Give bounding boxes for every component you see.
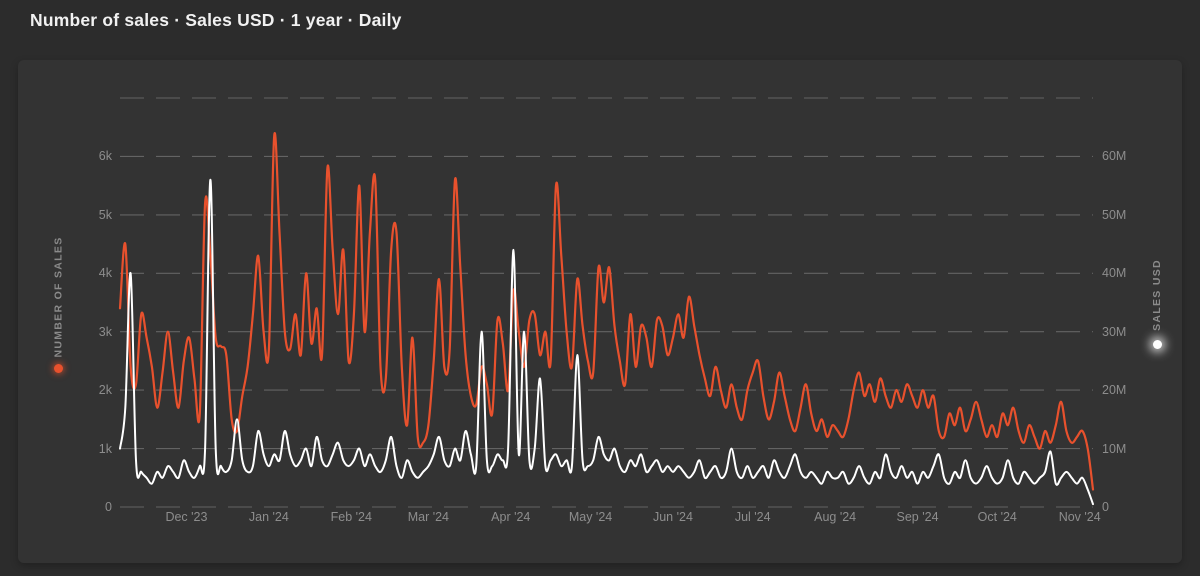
legend-dot-number-of-sales[interactable]	[53, 363, 63, 373]
series-sales-usd-line	[119, 178, 1094, 506]
x-tick-sep-24: Sep '24	[896, 510, 939, 524]
x-tick-dec-23: Dec '23	[165, 510, 208, 524]
chart-plot-area[interactable]	[118, 97, 1095, 508]
y-tick-right-20M: 20M	[1102, 383, 1127, 398]
x-tick-feb-24: Feb '24	[330, 510, 372, 524]
series-number-of-sales-line	[118, 132, 1095, 491]
y-tick-left-3k: 3k	[98, 324, 112, 339]
x-tick-jun-24: Jun '24	[652, 510, 693, 524]
y-tick-left-2k: 2k	[98, 383, 112, 398]
x-tick-mar-24: Mar '24	[407, 510, 450, 524]
x-tick-oct-24: Oct '24	[977, 510, 1017, 524]
left-axis-title-text: NUMBER OF SALES	[52, 236, 65, 358]
x-tick-aug-24: Aug '24	[814, 510, 857, 524]
y-tick-right-50M: 50M	[1102, 207, 1127, 222]
y-tick-right-0: 0	[1102, 500, 1109, 514]
x-tick-may-24: May '24	[568, 510, 613, 524]
y-tick-left-0: 0	[105, 500, 112, 514]
chart-card: 0 1k 2k 3k 4k 5k 6k 0 10M 20M 30M 40M 50M 60M Dec '2…	[18, 60, 1182, 563]
right-axis-title-text: SALES USD	[1151, 259, 1164, 331]
y-tick-left-1k: 1k	[98, 441, 112, 456]
x-tick-nov-24: Nov '24	[1058, 510, 1101, 524]
y-tick-right-40M: 40M	[1102, 266, 1127, 281]
y-tick-right-10M: 10M	[1102, 441, 1127, 456]
x-tick-jul-24: Jul '24	[734, 510, 771, 524]
y-tick-left-5k: 5k	[98, 207, 112, 222]
x-tick-apr-24: Apr '24	[491, 510, 531, 524]
y-tick-right-60M: 60M	[1102, 149, 1127, 164]
y-tick-left-6k: 6k	[98, 149, 112, 164]
gridlines	[120, 97, 1093, 508]
y-tick-left-4k: 4k	[98, 266, 112, 281]
legend-dot-sales-usd[interactable]	[1152, 339, 1162, 349]
y-tick-right-30M: 30M	[1102, 324, 1127, 339]
x-tick-jan-24: Jan '24	[248, 510, 289, 524]
page-title: Number of sales · Sales USD · 1 year · D…	[30, 10, 402, 30]
